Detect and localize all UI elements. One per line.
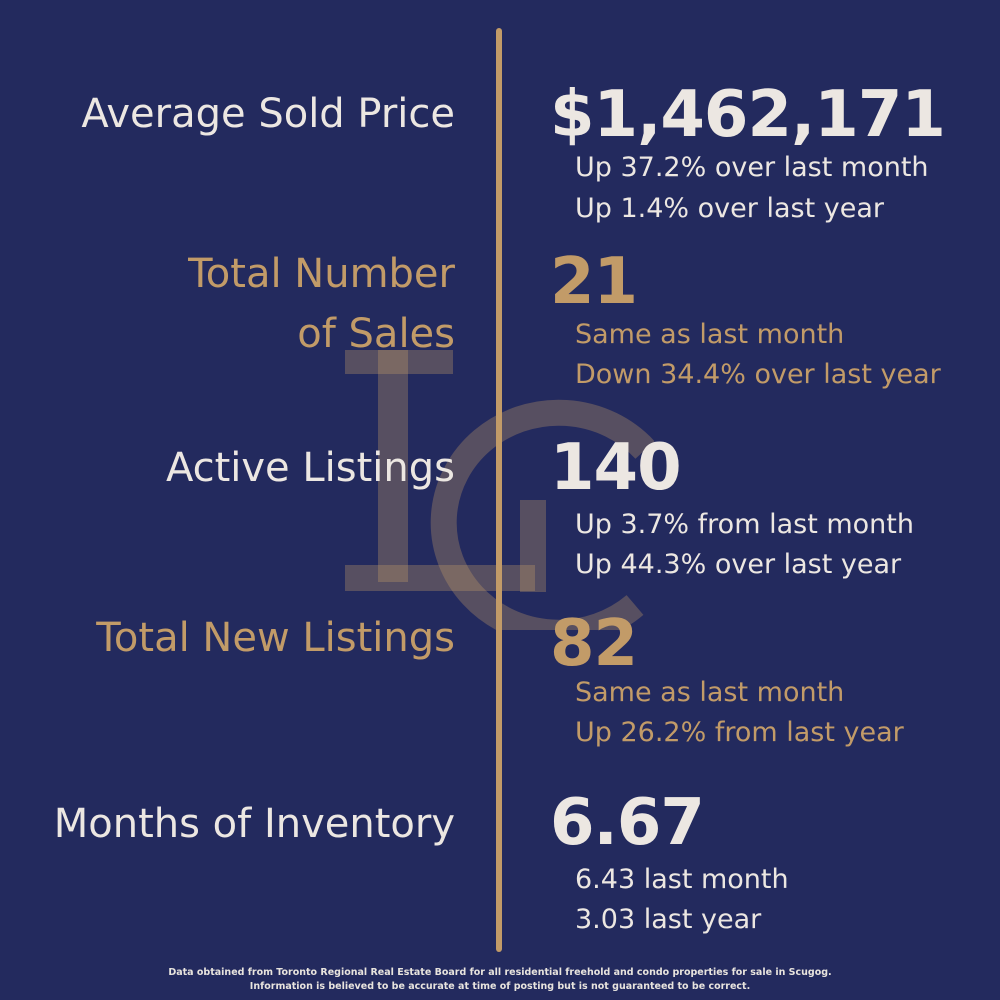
- months-of-inventory-label: Months of Inventory: [53, 801, 455, 847]
- average-sold-price-year-change: Up 1.4% over last year: [575, 193, 884, 224]
- total-new-listings-label: Total New Listings: [96, 615, 455, 661]
- footer-disclaimer-line2: Information is believed to be accurate a…: [249, 981, 751, 992]
- average-sold-price-month-change: Up 37.2% over last month: [575, 152, 929, 183]
- average-sold-price-value: $1,462,171: [550, 78, 946, 152]
- footer-disclaimer-line1: Data obtained from Toronto Regional Real…: [168, 967, 832, 978]
- active-listings-year-change: Up 44.3% over last year: [575, 549, 902, 580]
- total-sales-label-line1: Total Number: [188, 251, 455, 297]
- average-sold-price-label: Average Sold Price: [81, 91, 455, 137]
- months-of-inventory-month-value: 6.43 last month: [575, 864, 789, 895]
- active-listings-label: Active Listings: [165, 445, 455, 491]
- total-new-listings-year-change: Up 26.2% from last year: [575, 717, 904, 748]
- months-of-inventory-value: 6.67: [550, 786, 705, 860]
- months-of-inventory-year-value: 3.03 last year: [575, 904, 762, 935]
- active-listings-month-change: Up 3.7% from last month: [575, 509, 914, 540]
- active-listings-value: 140: [550, 431, 682, 505]
- total-sales-year-change: Down 34.4% over last year: [575, 359, 941, 390]
- total-new-listings-month-change: Same as last month: [575, 677, 845, 708]
- center-divider: [496, 28, 502, 952]
- total-new-listings-value: 82: [550, 607, 638, 681]
- lc-monogram-watermark-icon: [345, 350, 655, 630]
- total-sales-value: 21: [550, 245, 638, 319]
- total-sales-month-change: Same as last month: [575, 319, 845, 350]
- total-sales-label-line2: of Sales: [297, 311, 455, 357]
